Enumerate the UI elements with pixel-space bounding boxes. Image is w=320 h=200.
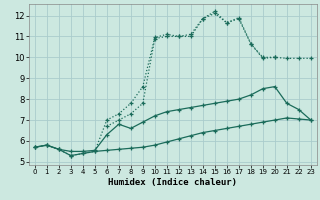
X-axis label: Humidex (Indice chaleur): Humidex (Indice chaleur) [108,178,237,187]
